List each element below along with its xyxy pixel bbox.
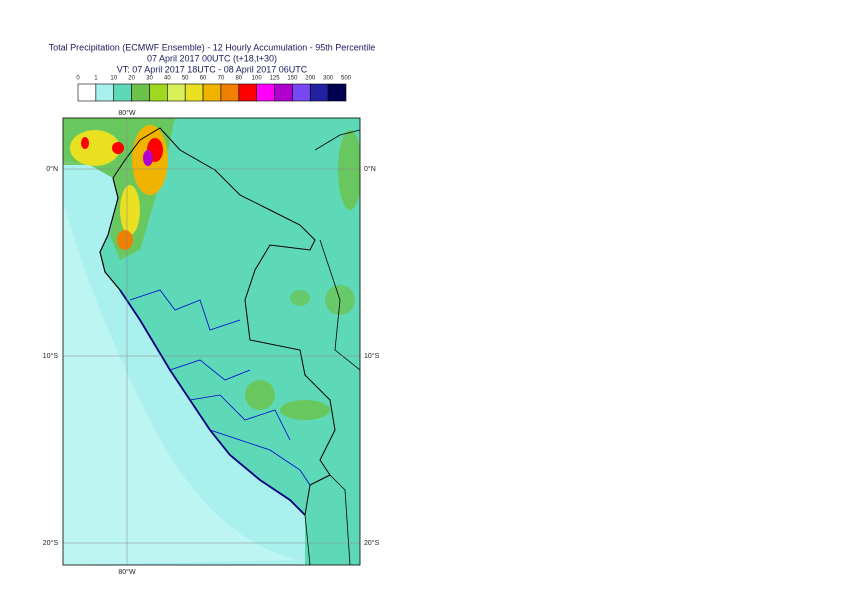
map-frame — [62, 117, 361, 566]
colorbar-label: 80 — [235, 76, 242, 82]
colorbar-label: 100 — [252, 76, 263, 82]
precip-area — [112, 142, 124, 154]
color-box — [113, 83, 132, 102]
precip-area — [120, 185, 140, 235]
coastline — [119, 289, 306, 516]
graticule — [63, 118, 360, 565]
colorbar-label: 300 — [323, 76, 334, 82]
lat-label: 20°S — [43, 539, 59, 547]
colorbar-label: 30 — [146, 76, 153, 82]
color-box — [131, 83, 150, 102]
precip-area — [338, 130, 360, 210]
color-box — [292, 83, 311, 102]
colorbar: 0 1 10 20 30 40 50 60 70 80 100 125 150 200 300 500 — [76, 76, 352, 102]
colorbar-label: 10 — [110, 76, 117, 82]
lat-label: 10°S — [43, 352, 59, 360]
colorbar-label: 200 — [305, 76, 316, 82]
border — [304, 129, 360, 565]
lat-label: 10°S — [364, 352, 380, 360]
title: Total Precipitation (ECMWF Ensemble) - 1… — [49, 42, 376, 74]
colorbar-label: 1 — [94, 76, 98, 82]
colorbar-label: 0 — [76, 76, 80, 82]
precip-area — [280, 400, 330, 420]
colorbar-label: 50 — [182, 76, 189, 82]
colorbar-label: 125 — [270, 76, 281, 82]
precip-area — [81, 137, 89, 149]
lon-label: 80°W — [118, 109, 136, 117]
color-box — [327, 83, 347, 102]
color-box — [274, 83, 293, 102]
lat-label: 0°N — [364, 165, 376, 173]
color-box — [202, 83, 222, 102]
colorbar-label: 40 — [164, 76, 171, 82]
color-box — [238, 83, 257, 102]
color-box — [77, 83, 97, 102]
color-box — [95, 83, 115, 102]
color-box — [220, 83, 240, 102]
colorbar-label: 150 — [287, 76, 298, 82]
precip-area — [117, 230, 133, 250]
precip-area — [143, 150, 153, 166]
precip-area — [245, 380, 275, 410]
color-box — [256, 83, 275, 102]
lat-label: 0°N — [46, 165, 58, 173]
color-box — [167, 83, 186, 102]
lon-label: 80°W — [118, 568, 136, 576]
lat-label: 20°S — [364, 539, 380, 547]
colorbar-label: 500 — [341, 76, 352, 82]
color-box — [149, 83, 168, 102]
precip-area — [63, 200, 300, 565]
color-box — [184, 83, 204, 102]
precip-area — [290, 290, 310, 306]
colorbar-label: 70 — [218, 76, 225, 82]
map — [63, 118, 360, 565]
colorbar-label: 20 — [128, 76, 135, 82]
title-line: 07 April 2017 00UTC (t+18,t+30) — [147, 53, 277, 63]
title-line: VT: 07 April 2017 18UTC - 08 April 2017 … — [117, 64, 308, 74]
coastline — [99, 177, 121, 291]
color-box — [309, 83, 329, 102]
title-line: Total Precipitation (ECMWF Ensemble) - 1… — [49, 42, 376, 52]
border — [112, 127, 336, 516]
colorbar-label: 60 — [200, 76, 207, 82]
region-border — [129, 289, 311, 486]
